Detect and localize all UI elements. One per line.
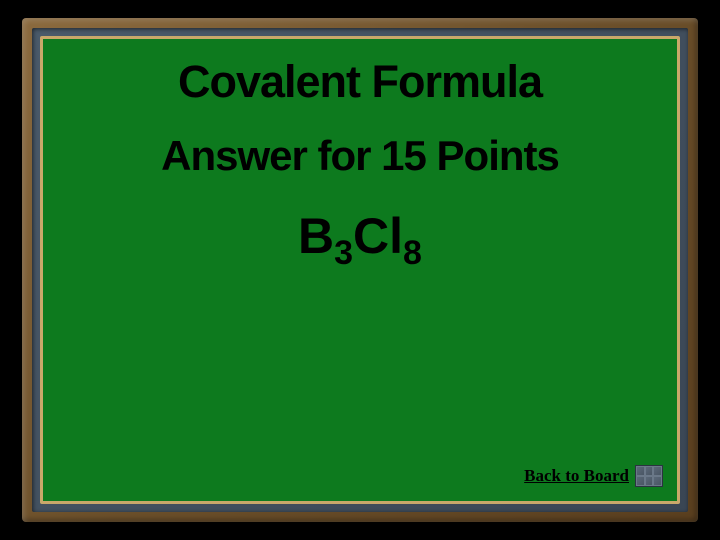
answer-card: Covalent Formula Answer for 15 Points B3… bbox=[43, 39, 677, 501]
points-subtitle: Answer for 15 Points bbox=[161, 133, 559, 179]
formula-subscript: 3 bbox=[334, 234, 353, 272]
board-icon bbox=[635, 465, 663, 487]
formula-part: Cl bbox=[353, 208, 403, 264]
back-to-board-label: Back to Board bbox=[524, 466, 629, 486]
back-to-board-link[interactable]: Back to Board bbox=[524, 465, 663, 487]
slide-inner-border: Covalent Formula Answer for 15 Points B3… bbox=[40, 36, 680, 504]
formula-subscript: 8 bbox=[403, 234, 422, 272]
formula-part: B bbox=[298, 208, 334, 264]
answer-formula: B3Cl8 bbox=[298, 209, 422, 264]
category-title: Covalent Formula bbox=[178, 57, 542, 107]
slide-mid-frame: Covalent Formula Answer for 15 Points B3… bbox=[32, 28, 688, 512]
slide-outer-frame: Covalent Formula Answer for 15 Points B3… bbox=[22, 18, 698, 522]
